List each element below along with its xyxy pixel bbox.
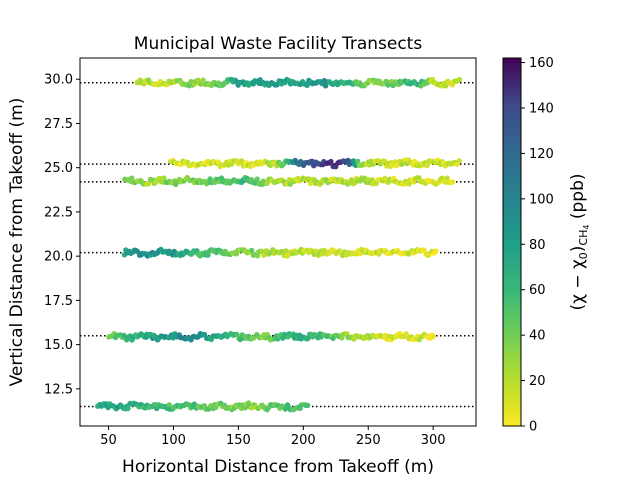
colorbar-tick-label: 120 xyxy=(529,147,554,162)
data-point xyxy=(238,158,245,164)
data-point xyxy=(125,405,131,412)
y-tick-label: 30.0 xyxy=(44,73,73,88)
colorbar-tick-label: 100 xyxy=(529,192,554,207)
data-point xyxy=(424,162,430,169)
y-tick-label: 15.0 xyxy=(44,338,73,353)
data-point xyxy=(166,402,172,408)
reference-lines xyxy=(80,82,476,408)
data-point xyxy=(161,175,167,181)
data-points xyxy=(95,76,463,413)
data-point xyxy=(304,402,311,408)
colorbar-tick-label: 140 xyxy=(529,101,554,116)
data-point xyxy=(449,179,456,185)
y-tick-label: 27.5 xyxy=(44,117,73,132)
colorbar-tick-label: 40 xyxy=(529,329,546,344)
data-point xyxy=(328,158,334,165)
data-point xyxy=(205,252,211,258)
data-point xyxy=(261,252,267,258)
colorbar xyxy=(502,57,522,427)
data-point xyxy=(322,83,329,89)
chart-title: Municipal Waste Facility Transects xyxy=(134,34,423,54)
colorbar-tick-label: 80 xyxy=(529,238,546,253)
y-tick-label: 20.0 xyxy=(44,250,73,265)
data-point xyxy=(200,77,206,83)
y-axis-label: Vertical Distance from Takeoff (m) xyxy=(7,98,27,387)
data-point xyxy=(254,176,260,182)
data-point xyxy=(129,175,135,181)
data-point xyxy=(456,158,462,164)
x-tick-label: 300 xyxy=(421,433,446,448)
x-tick-label: 200 xyxy=(291,433,316,448)
colorbar-tick-label: 20 xyxy=(529,374,546,389)
data-point xyxy=(234,331,240,338)
colorbar-tick-label: 60 xyxy=(529,283,546,298)
x-tick-label: 100 xyxy=(161,433,186,448)
plot-frame xyxy=(79,57,477,427)
colorbar-label: (χ − χ0)CH4 (ppb) xyxy=(568,173,591,310)
colorbar-tick-label: 0 xyxy=(529,420,537,435)
x-axis: 50 100 150 200 250 300 xyxy=(100,426,446,448)
data-point xyxy=(249,247,255,254)
y-axis: 12.5 15.0 17.5 20.0 22.5 25.0 27.5 30.0 xyxy=(44,73,80,397)
colorbar-tick-label: 160 xyxy=(529,56,554,71)
data-point xyxy=(304,82,310,89)
colorbar-axis: 0 20 40 60 80 100 120 140 160 xyxy=(521,56,554,435)
x-tick-label: 50 xyxy=(100,433,117,448)
data-point xyxy=(264,180,270,186)
data-point xyxy=(433,248,439,254)
y-tick-label: 12.5 xyxy=(44,382,73,397)
x-tick-label: 150 xyxy=(226,433,251,448)
data-point xyxy=(430,333,436,340)
x-axis-label: Horizontal Distance from Takeoff (m) xyxy=(122,457,434,477)
data-point xyxy=(198,81,204,87)
x-tick-label: 250 xyxy=(356,433,381,448)
y-tick-label: 17.5 xyxy=(44,294,73,309)
data-point xyxy=(456,77,463,83)
data-point xyxy=(444,175,450,181)
data-point xyxy=(381,158,388,164)
y-tick-label: 25.0 xyxy=(44,161,73,176)
y-tick-label: 22.5 xyxy=(44,205,73,220)
